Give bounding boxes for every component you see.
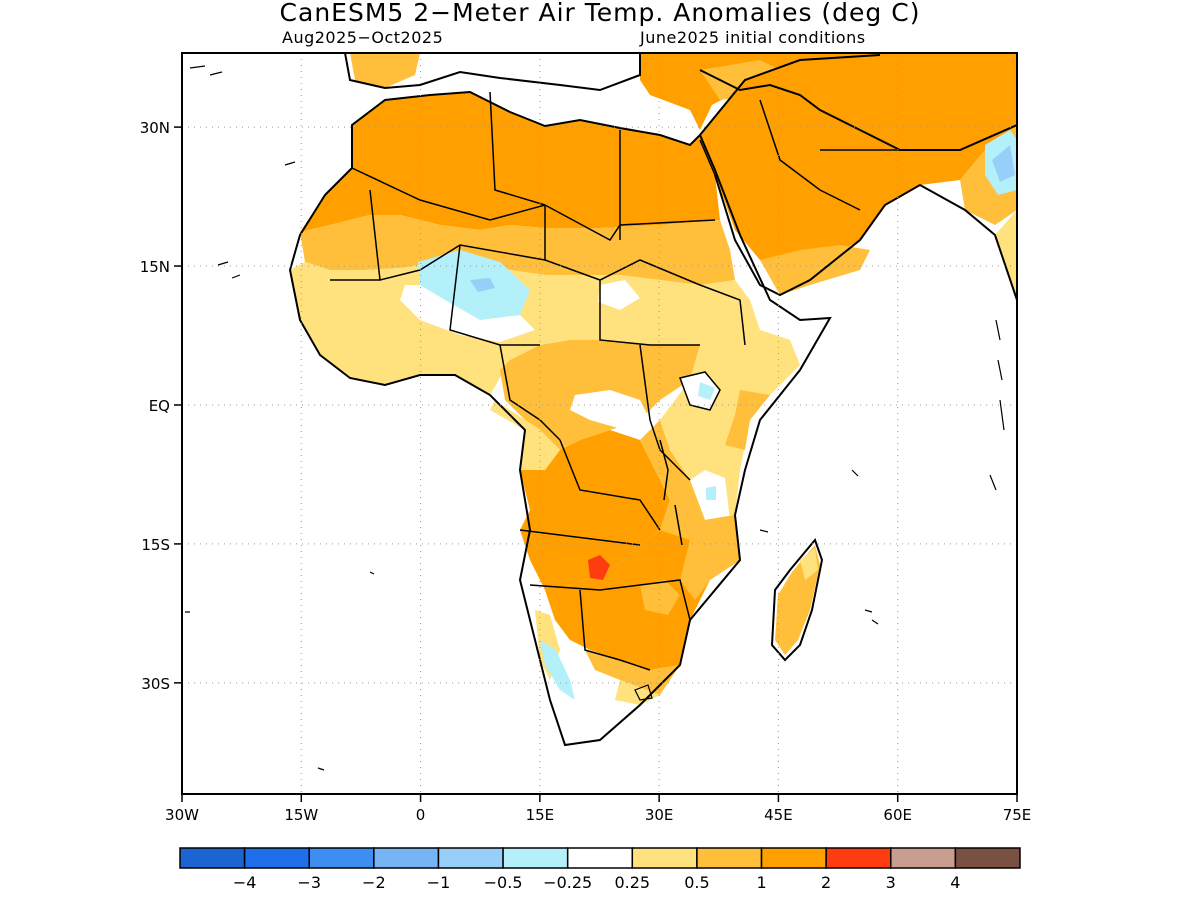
colorbar-label: −4: [233, 873, 257, 892]
colorbar-label: −3: [297, 873, 321, 892]
forecast-period: Aug2025−Oct2025: [282, 28, 444, 47]
zambia-light-warm: [640, 420, 705, 540]
lake-outlines: [659, 371, 721, 546]
lat-tick-label: 15S: [141, 536, 170, 554]
colorbar-label: 1: [756, 873, 766, 892]
lon-tick-label: 60E: [883, 806, 912, 824]
colorbar-label: 0.5: [684, 873, 709, 892]
axis-lon: 30W 15W 0 15E 30E 45E 60E 75E: [165, 794, 1031, 824]
arabia-coastline: [699, 54, 1017, 301]
lon-tick-label: 30E: [645, 806, 674, 824]
colorbar-label: 2: [821, 873, 831, 892]
lon-tick-label: 15E: [526, 806, 555, 824]
namibia-cool: [540, 640, 575, 700]
madagascar-mild: [800, 548, 818, 580]
lat-tick-label: 30N: [140, 119, 170, 137]
colorbar-swatch: [631, 847, 698, 869]
lat-tick-label: 30S: [141, 675, 170, 693]
colorbar-label: −2: [362, 873, 386, 892]
colorbar-swatch: [696, 847, 763, 869]
lon-tick-label: 15W: [284, 806, 318, 824]
colorbar-label: −1: [427, 873, 451, 892]
europe-warm-west: [350, 53, 420, 88]
colorbar-swatch: [825, 847, 892, 869]
colorbar-label: −0.5: [484, 873, 523, 892]
colorbar-swatch: [308, 847, 375, 869]
map-frame: [181, 52, 1018, 795]
sahel-white-pocket: [400, 285, 535, 342]
lat-tick-label: 15N: [140, 258, 170, 276]
mozambique-light-warm: [680, 515, 740, 600]
europe-coastline: [344, 53, 1017, 151]
sudan-white-pocket: [598, 280, 640, 310]
tanzania-cool: [706, 486, 716, 500]
congo-white-pocket: [570, 390, 650, 430]
iran-cool-core: [992, 145, 1015, 182]
south-africa-light-warm: [585, 650, 680, 695]
europe-landmass: [345, 53, 640, 90]
arabia-warm: [700, 55, 1017, 275]
colorbar-swatch: [179, 847, 246, 869]
colorbar-swatch: [502, 847, 569, 869]
colorbar-swatch: [760, 847, 827, 869]
colorbar-label: 0.25: [614, 873, 650, 892]
colorbar: −4 −3 −2 −1 −0.5 −0.25 0.25 0.5 1 2 3 4: [179, 847, 1021, 892]
colorbar-swatch: [954, 847, 1021, 869]
lon-tick-label: 45E: [764, 806, 793, 824]
africa-coastline: [288, 90, 832, 747]
zimbabwe-light-warm: [640, 580, 680, 615]
map-title: CanESM5 2−Meter Air Temp. Anomalies (deg…: [279, 0, 921, 27]
initial-conditions: June2025 initial conditions: [640, 28, 866, 47]
island-outlines: [185, 65, 1005, 771]
colorbar-label: 4: [950, 873, 960, 892]
colorbar-swatch: [437, 847, 504, 869]
zambia-hotspot: [588, 555, 610, 580]
colorbar-label: −0.25: [543, 873, 592, 892]
madagascar-coastline: [770, 538, 824, 662]
map-layers: [185, 53, 1017, 771]
india-light-warm: [995, 210, 1017, 300]
colorbar-swatch: [243, 847, 310, 869]
axis-lat: 30N 15N EQ 15S 30S: [140, 119, 182, 693]
angola-warm: [520, 430, 670, 590]
lon-tick-label: 0: [416, 806, 426, 824]
colorbar-swatch: [890, 847, 957, 869]
lat-tick-label: EQ: [149, 397, 170, 415]
lon-tick-label: 75E: [1003, 806, 1032, 824]
lake-victoria-cool: [698, 382, 715, 400]
country-borders: [330, 91, 900, 671]
arabia-light-warm: [760, 245, 870, 295]
colorbar-swatch: [566, 847, 634, 869]
lon-tick-label: 30W: [165, 806, 199, 824]
sahel-cool-core: [470, 278, 495, 292]
colorbar-swatch: [373, 847, 440, 869]
colorbar-label: 3: [886, 873, 896, 892]
